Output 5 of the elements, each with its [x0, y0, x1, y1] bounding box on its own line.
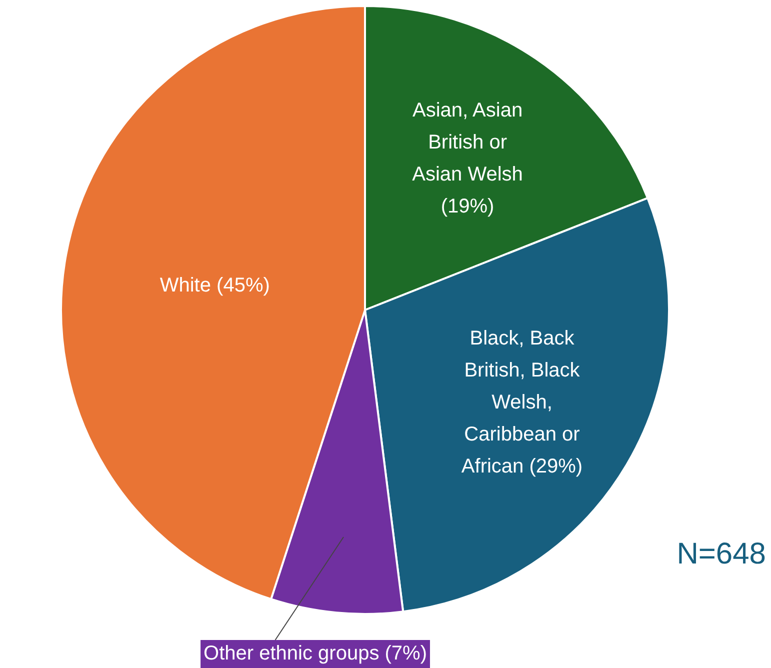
slice-label: Black, Back British, Black Welsh, Caribbean or African (29%): [461, 327, 583, 478]
slice-label: White (45%): [160, 274, 270, 297]
slice-label: Asian, Asian British or Asian Welsh (19%): [412, 100, 523, 218]
text: N=648: [676, 537, 766, 570]
slice-label: Other ethnic groups (7%): [204, 642, 427, 665]
